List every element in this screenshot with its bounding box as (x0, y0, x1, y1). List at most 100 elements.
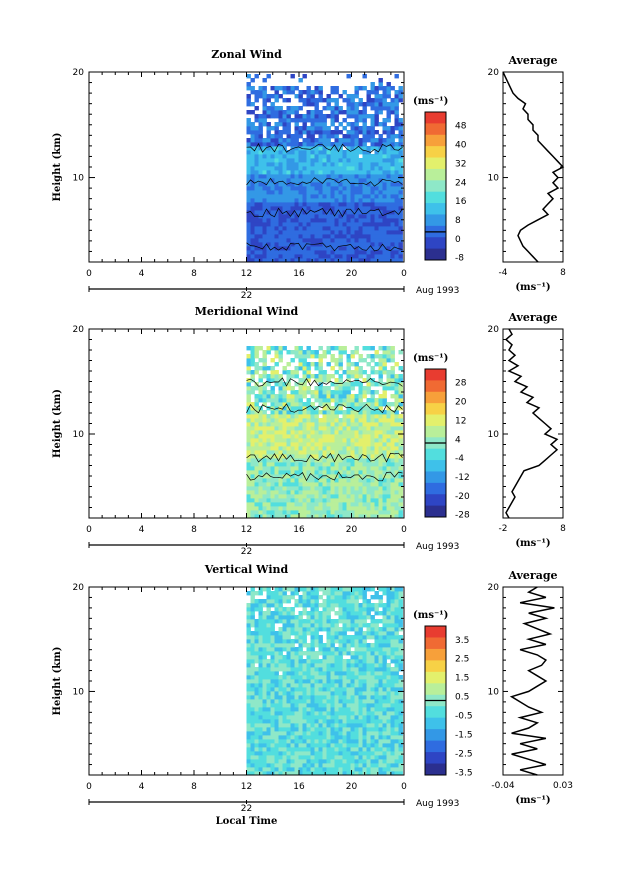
heatmap-cell (322, 402, 327, 407)
heatmap-cell (258, 639, 263, 644)
heatmap-cell (346, 398, 351, 403)
heatmap-cell (290, 222, 295, 227)
colorbar-segment (425, 248, 446, 261)
heatmap-cell (286, 442, 291, 447)
heatmap-cell (358, 639, 363, 644)
heatmap-cell (346, 727, 351, 732)
heatmap-cell (374, 418, 379, 423)
heatmap-cell (318, 214, 323, 219)
heatmap-cell (306, 723, 311, 728)
heatmap-cell (274, 162, 279, 167)
heatmap-cell (398, 679, 403, 684)
heatmap-cell (286, 122, 291, 127)
heatmap-cell (342, 703, 347, 708)
heatmap-cell (322, 755, 327, 760)
heatmap-cell (294, 214, 299, 219)
heatmap-cell (362, 687, 367, 692)
heatmap-cell (378, 154, 383, 159)
heatmap-cell (258, 198, 263, 203)
heatmap-cell (282, 410, 287, 415)
heatmap-cell (286, 462, 291, 467)
heatmap-cell (298, 194, 303, 199)
heatmap-cell (370, 134, 375, 139)
heatmap-cell (250, 478, 255, 483)
heatmap-cell (298, 438, 303, 443)
heatmap-cell (274, 154, 279, 159)
heatmap-cell (286, 691, 291, 696)
heatmap-cell (326, 663, 331, 668)
heatmap-cell (258, 631, 263, 636)
heatmap-cell (354, 150, 359, 155)
heatmap-cell (270, 647, 275, 652)
heatmap-cell (310, 174, 315, 179)
heatmap-cell (386, 134, 391, 139)
heatmap-cell (290, 450, 295, 455)
heatmap-cell (346, 410, 351, 415)
heatmap-cell (314, 486, 319, 491)
heatmap-cell (382, 102, 387, 107)
heatmap-cell (310, 138, 315, 143)
heatmap-cell (298, 178, 303, 183)
x-tick-label: 8 (191, 525, 197, 535)
heatmap-cell (378, 631, 383, 636)
colorbar-tick-label: 0 (455, 235, 461, 245)
heatmap-cell (338, 398, 343, 403)
heatmap-cell (338, 514, 343, 519)
heatmap-cell (298, 386, 303, 391)
heatmap-cell (262, 402, 267, 407)
heatmap-cell (334, 687, 339, 692)
heatmap-cell (250, 687, 255, 692)
heatmap-cell (274, 238, 279, 243)
heatmap-cell (326, 623, 331, 628)
heatmap-cell (246, 615, 251, 620)
heatmap-cell (270, 138, 275, 143)
heatmap-cell (278, 114, 283, 119)
heatmap-cell (246, 222, 251, 227)
heatmap-cell (358, 490, 363, 495)
heatmap-cell (262, 370, 267, 375)
heatmap-cell (362, 162, 367, 167)
heatmap-cell (258, 763, 263, 768)
heatmap-cell (378, 410, 383, 415)
heatmap-cell (394, 110, 399, 115)
heatmap-cell (354, 639, 359, 644)
heatmap-cell (294, 671, 299, 676)
heatmap-cell (298, 763, 303, 768)
heatmap-cell (298, 142, 303, 147)
heatmap-cell (290, 238, 295, 243)
heatmap-cell (314, 466, 319, 471)
heatmap-cell (398, 639, 403, 644)
heatmap-cell (394, 150, 399, 155)
heatmap-cell (270, 663, 275, 668)
heatmap-cell (354, 510, 359, 515)
heatmap-cell (370, 358, 375, 363)
heatmap-cell (314, 394, 319, 399)
heatmap-cell (382, 194, 387, 199)
heatmap-cell (314, 122, 319, 127)
heatmap-cell (342, 691, 347, 696)
heatmap-cell (270, 402, 275, 407)
heatmap-cell (294, 707, 299, 712)
heatmap-cell (286, 727, 291, 732)
heatmap-cell (322, 234, 327, 239)
x-tick-label: 16 (293, 525, 305, 535)
heatmap-cell (382, 414, 387, 419)
heatmap-cell (254, 739, 259, 744)
heatmap-cell (310, 667, 315, 672)
heatmap-cell (262, 450, 267, 455)
heatmap-cell (274, 174, 279, 179)
colorbar-segment (425, 146, 446, 159)
heatmap-cell (266, 382, 271, 387)
heatmap-cell (318, 747, 323, 752)
heatmap-cell (394, 643, 399, 648)
heatmap-cell (314, 619, 319, 624)
heatmap-cell (306, 90, 311, 95)
heatmap-cell (322, 695, 327, 700)
heatmap-cell (374, 234, 379, 239)
heatmap-cell (398, 234, 403, 239)
heatmap-cell (290, 178, 295, 183)
heatmap-cell (330, 675, 335, 680)
heatmap-cell (306, 374, 311, 379)
heatmap-cell (390, 751, 395, 756)
heatmap-cell (374, 442, 379, 447)
